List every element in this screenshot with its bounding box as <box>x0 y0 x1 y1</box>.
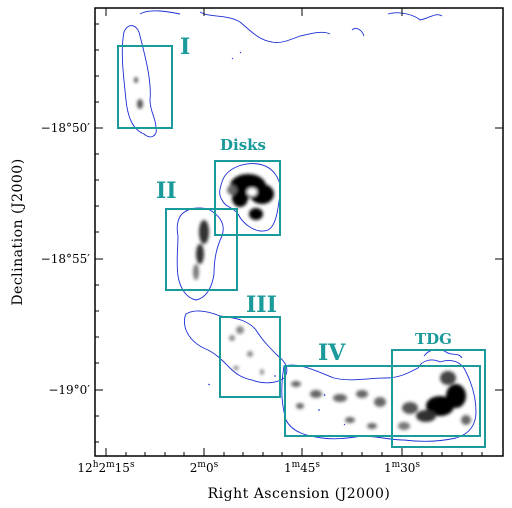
label-region-ii: II <box>156 178 177 204</box>
axis-ticks <box>95 8 503 456</box>
contour-tail-iv-tdg <box>281 359 477 442</box>
box-disks <box>214 160 281 236</box>
x-tick-label: 12h2m15s <box>77 460 135 475</box>
label-region-iv: IV <box>318 340 346 366</box>
box-region-iv <box>284 365 481 437</box>
y-axis-title: Declination (J2000) <box>10 158 26 305</box>
region-labels: I Disks II III IV TDG <box>156 34 452 366</box>
contour-dots <box>207 51 346 426</box>
box-region-ii <box>165 208 238 291</box>
plot-frame <box>94 7 504 457</box>
emission-tail-iv <box>291 381 386 429</box>
emission-disks <box>227 174 274 220</box>
label-disks: Disks <box>220 136 266 154</box>
region-boxes <box>117 45 486 448</box>
label-tdg: TDG <box>415 330 452 348</box>
y-tick-label: −19°0′ <box>48 383 90 397</box>
x-tick-label: 1m45s <box>284 460 320 475</box>
contour-disks <box>219 163 281 232</box>
x-tick-label: 2m0s <box>190 460 219 475</box>
label-region-i: I <box>180 34 190 60</box>
contour-tdg-cap <box>423 348 463 359</box>
contour-tail-iii <box>184 310 288 384</box>
emission-tail-ii <box>193 220 209 280</box>
box-region-i <box>117 45 173 129</box>
emission-map <box>134 77 471 430</box>
contour-tail-ii <box>176 207 224 301</box>
box-region-iii <box>219 316 281 398</box>
hi-contours <box>121 10 477 442</box>
contour-top-arc <box>139 10 443 43</box>
x-axis-title: Right Ascension (J2000) <box>208 486 391 502</box>
emission-tail-iii <box>229 326 264 375</box>
box-tdg <box>391 349 486 448</box>
x-tick-label: 1m30s <box>384 460 420 475</box>
label-region-iii: III <box>246 292 277 318</box>
y-tick-label: −18°50′ <box>41 121 91 135</box>
y-tick-label: −18°55′ <box>41 252 91 266</box>
emission-tdg <box>398 371 471 430</box>
